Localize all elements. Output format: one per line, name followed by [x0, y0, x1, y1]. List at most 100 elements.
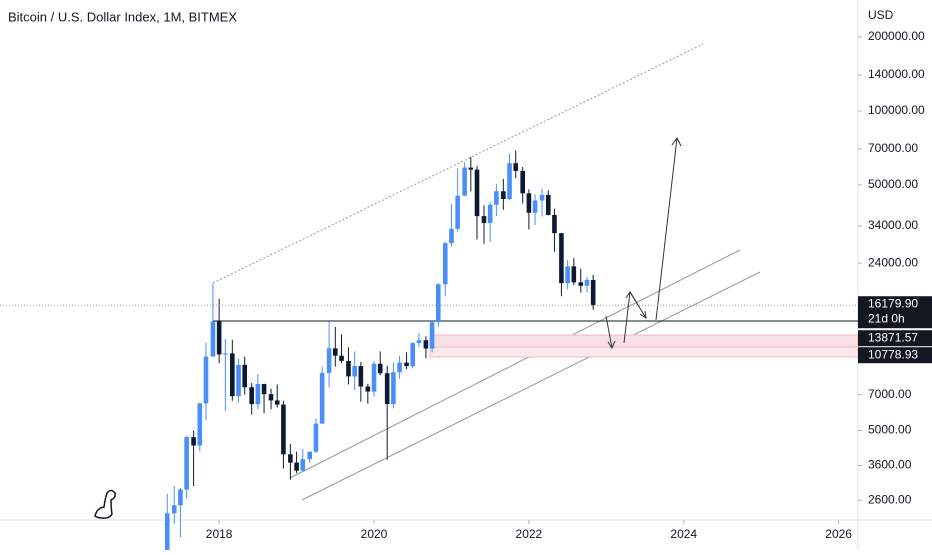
candle-body: [397, 362, 402, 373]
candle-body: [404, 362, 409, 367]
candle-body: [313, 423, 319, 452]
y-tick-label: 140000.00: [868, 67, 925, 81]
candle-body: [539, 194, 545, 201]
candle-body: [242, 364, 248, 388]
candle-body: [294, 462, 299, 471]
candle-body: [520, 170, 525, 194]
y-tick-label: 100000.00: [868, 103, 925, 117]
x-tick-label: 2020: [361, 527, 388, 541]
y-tick-label: 3600.00: [868, 458, 912, 472]
arrow: [655, 137, 678, 321]
candle-body: [346, 360, 351, 377]
candle-body: [326, 348, 332, 373]
y-tick-label: 34000.00: [868, 218, 918, 232]
arrow-head: [607, 340, 616, 350]
candle-body: [352, 366, 357, 377]
arrow: [605, 315, 613, 349]
x-tick-label: 2018: [206, 527, 233, 541]
zone: [429, 346, 859, 358]
y-tick-label: 2600.00: [868, 492, 912, 506]
candle-body: [442, 243, 448, 285]
candle-body: [191, 437, 196, 446]
candle-body: [307, 451, 313, 460]
arrow-head: [639, 310, 647, 320]
arrow-head: [671, 137, 682, 147]
candle-body: [565, 266, 570, 284]
y-tick-label: 7000.00: [868, 387, 912, 401]
candle-body: [501, 191, 506, 200]
candle-body: [590, 279, 596, 306]
candle-body: [416, 340, 422, 344]
candle-body: [552, 215, 557, 234]
x-tick-label: 2022: [516, 527, 543, 541]
candle-body: [377, 363, 383, 374]
candle-body: [255, 384, 261, 405]
candle-body: [449, 228, 454, 244]
candle-body: [578, 282, 584, 286]
candle-body: [429, 322, 435, 349]
y-tick-label: 5000.00: [868, 423, 912, 437]
candle-body: [455, 195, 460, 229]
y-tick-label: 70000.00: [868, 141, 918, 155]
channel-line: [301, 271, 761, 501]
candle-body: [223, 353, 228, 355]
candle-body: [494, 191, 499, 205]
candle-body: [384, 373, 390, 404]
candle-body: [481, 216, 487, 223]
last-price-box: [858, 296, 932, 329]
candle-body: [410, 343, 416, 367]
y-tick-label: 24000.00: [868, 255, 918, 269]
candle-body: [171, 505, 177, 514]
arrow-head: [625, 291, 635, 299]
candle-body: [339, 355, 344, 361]
candle-body: [507, 163, 512, 200]
candle-body: [532, 200, 538, 213]
drawings: [212, 43, 859, 501]
candle-body: [288, 454, 293, 463]
last-price-label: 16179.90: [868, 296, 918, 310]
candle-body: [203, 356, 209, 404]
candle-body: [423, 340, 429, 349]
candle-body: [197, 403, 203, 446]
candle-body: [365, 386, 371, 392]
candle-body: [584, 279, 590, 286]
candle-body: [559, 233, 564, 284]
candle-body: [236, 364, 241, 397]
candle-body: [268, 394, 274, 401]
candle-body: [487, 204, 493, 223]
price-label: 10778.93: [868, 347, 918, 361]
price-label: 13871.57: [868, 330, 918, 344]
candle-body: [526, 193, 532, 213]
channel-line: [289, 249, 741, 479]
chart-title: Bitcoin / U.S. Dollar Index, 1M, BITMEX: [8, 9, 237, 24]
y-tick-label: 200000.00: [868, 29, 925, 43]
candle-body: [474, 169, 480, 217]
candle-body: [216, 321, 222, 355]
candle-body: [319, 372, 325, 424]
channel-line: [212, 43, 704, 284]
candle-body: [178, 489, 183, 506]
candle-body: [545, 194, 551, 216]
currency: USD: [868, 8, 894, 22]
candle-body: [230, 353, 235, 397]
candle-body: [571, 266, 577, 283]
candle-body: [513, 163, 519, 171]
candle-body: [468, 167, 474, 170]
candle-body: [391, 372, 396, 404]
x-tick-label: 2026: [825, 527, 852, 541]
candle-body: [164, 513, 170, 555]
candle-body: [274, 400, 280, 405]
candle-body: [462, 167, 467, 196]
zone: [429, 334, 859, 348]
price-label-box: [858, 330, 932, 347]
candle-body: [261, 384, 267, 395]
candle-body: [300, 459, 306, 471]
candle-body: [249, 387, 254, 405]
candle-body: [210, 321, 216, 357]
candle-body: [358, 366, 364, 387]
y-tick-label: 50000.00: [868, 177, 918, 191]
candle-body: [371, 363, 377, 392]
candle-body: [184, 437, 189, 490]
x-tick-label: 2024: [670, 527, 697, 541]
